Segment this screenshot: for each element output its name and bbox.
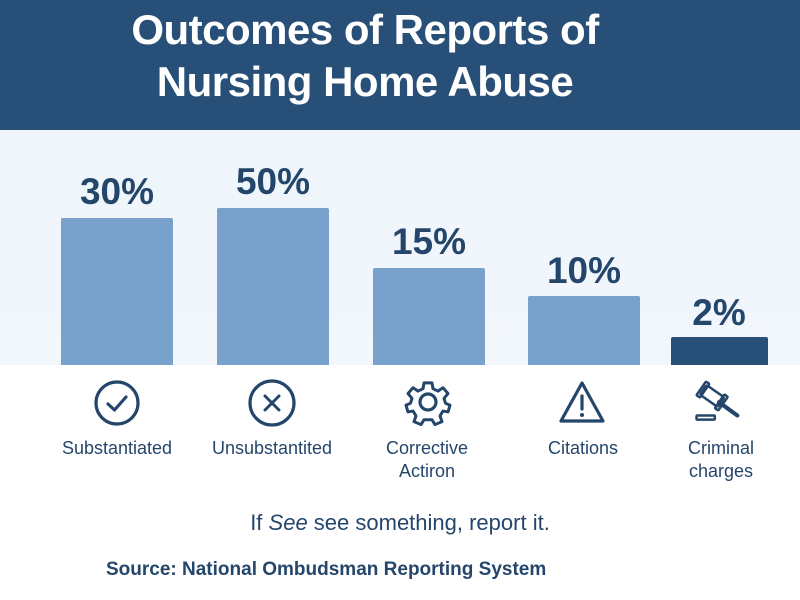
bar-substantiated [61, 218, 173, 365]
check-circle-icon [92, 378, 142, 428]
gear-icon [403, 378, 453, 428]
value-label-corrective-action: 15% [391, 221, 467, 262]
bar-criminal-charges [671, 337, 768, 365]
category-label-citations: Citations [547, 438, 619, 458]
value-label-substantiated: 30% [79, 171, 155, 212]
chart-title-line1: Outcomes of Reports of [131, 6, 599, 53]
gavel-icon [694, 378, 744, 428]
value-label-criminal-charges: 2% [692, 292, 746, 333]
x-circle-icon [247, 378, 297, 428]
warning-triangle-icon [557, 378, 607, 428]
source-note: Source: National Ombudsman Reporting Sys… [106, 559, 547, 580]
category-label-corrective-action: Corrective Actiron [385, 438, 469, 481]
bar-citations [528, 296, 640, 365]
bar-unsubstantiated [217, 208, 329, 365]
value-label-citations: 10% [546, 250, 622, 291]
header-banner: Outcomes of Reports of Nursing Home Abus… [0, 0, 800, 130]
chart-title-line2: Nursing Home Abuse [156, 58, 574, 105]
bar-corrective-action [373, 268, 485, 365]
category-label-substantiated: Substantiated [61, 438, 173, 458]
category-label-criminal-charges: Criminal charges [687, 438, 754, 481]
value-label-unsubstantiated: 50% [235, 161, 311, 202]
tagline: If See see something, report it. [250, 510, 550, 535]
category-label-unsubstantiated: Unsubstantited [211, 438, 333, 458]
